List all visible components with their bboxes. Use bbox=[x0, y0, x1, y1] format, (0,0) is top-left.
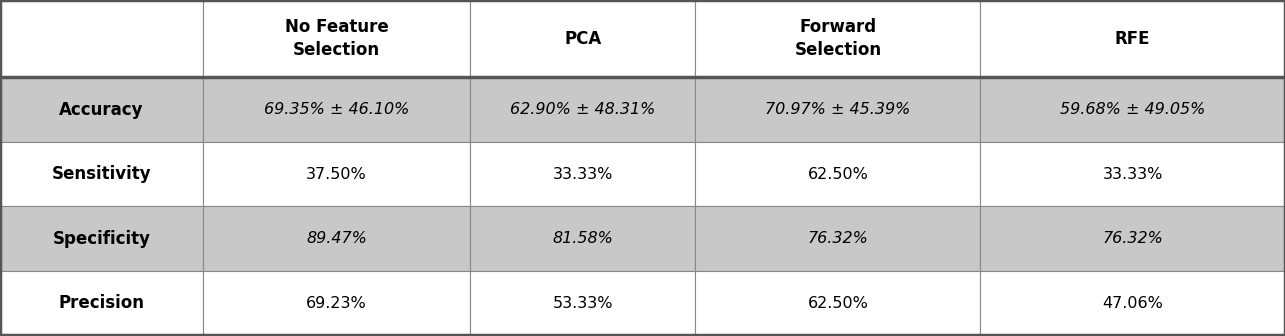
Text: 33.33%: 33.33% bbox=[553, 167, 613, 181]
Text: Forward
Selection: Forward Selection bbox=[794, 18, 882, 59]
Text: Specificity: Specificity bbox=[53, 229, 150, 248]
Bar bbox=[695, 271, 980, 335]
Bar bbox=[980, 271, 1285, 335]
Bar bbox=[470, 0, 695, 77]
Bar bbox=[470, 142, 695, 206]
Bar bbox=[980, 0, 1285, 77]
Bar bbox=[980, 206, 1285, 271]
Text: 62.90% ± 48.31%: 62.90% ± 48.31% bbox=[510, 102, 655, 117]
Text: 70.97% ± 45.39%: 70.97% ± 45.39% bbox=[765, 102, 911, 117]
Text: 81.58%: 81.58% bbox=[553, 231, 613, 246]
Bar bbox=[0, 0, 203, 77]
Bar bbox=[470, 206, 695, 271]
Bar bbox=[203, 271, 470, 335]
Text: 59.68% ± 49.05%: 59.68% ± 49.05% bbox=[1060, 102, 1205, 117]
Bar bbox=[695, 0, 980, 77]
Text: 47.06%: 47.06% bbox=[1103, 296, 1163, 310]
Bar bbox=[980, 77, 1285, 142]
Bar bbox=[203, 142, 470, 206]
Text: 62.50%: 62.50% bbox=[807, 296, 869, 310]
Text: 37.50%: 37.50% bbox=[306, 167, 368, 181]
Bar bbox=[0, 271, 203, 335]
Bar bbox=[695, 77, 980, 142]
Text: 62.50%: 62.50% bbox=[807, 167, 869, 181]
Bar bbox=[0, 77, 203, 142]
Bar bbox=[695, 206, 980, 271]
Text: Precision: Precision bbox=[59, 294, 144, 312]
Text: 53.33%: 53.33% bbox=[553, 296, 613, 310]
Text: Sensitivity: Sensitivity bbox=[51, 165, 152, 183]
Text: Accuracy: Accuracy bbox=[59, 100, 144, 119]
Text: 76.32%: 76.32% bbox=[807, 231, 869, 246]
Text: RFE: RFE bbox=[1115, 30, 1150, 48]
Bar bbox=[203, 77, 470, 142]
Text: 89.47%: 89.47% bbox=[306, 231, 368, 246]
Bar bbox=[470, 77, 695, 142]
Bar bbox=[0, 206, 203, 271]
Bar bbox=[203, 206, 470, 271]
Bar bbox=[203, 0, 470, 77]
Text: 69.35% ± 46.10%: 69.35% ± 46.10% bbox=[263, 102, 410, 117]
Bar bbox=[0, 142, 203, 206]
Text: 69.23%: 69.23% bbox=[306, 296, 368, 310]
Text: 33.33%: 33.33% bbox=[1103, 167, 1163, 181]
Text: No Feature
Selection: No Feature Selection bbox=[285, 18, 388, 59]
Bar bbox=[695, 142, 980, 206]
Text: 76.32%: 76.32% bbox=[1103, 231, 1163, 246]
Bar bbox=[470, 271, 695, 335]
Bar bbox=[980, 142, 1285, 206]
Text: PCA: PCA bbox=[564, 30, 601, 48]
